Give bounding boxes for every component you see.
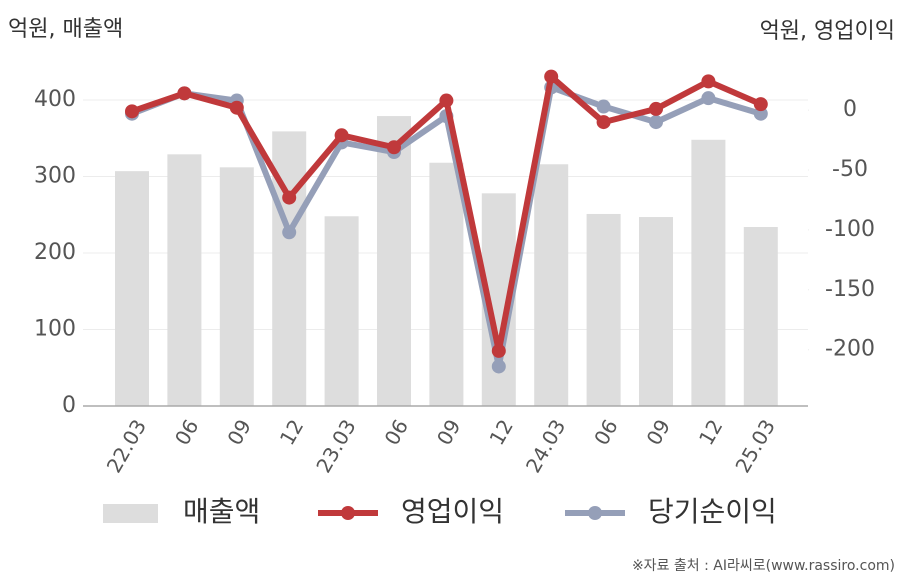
y-tick-label: 0 xyxy=(62,393,76,418)
point xyxy=(491,343,506,358)
legend-label: 당기순이익 xyxy=(648,495,777,528)
y2-axis-label: 억원, 영업이익 xyxy=(760,19,895,44)
point xyxy=(753,97,768,112)
x-tick-label: 12 xyxy=(484,415,518,449)
bar xyxy=(115,171,149,406)
point xyxy=(282,225,297,240)
x-tick-label: 06 xyxy=(380,415,414,449)
point xyxy=(544,69,559,84)
legend-swatch xyxy=(103,504,158,523)
point xyxy=(649,101,663,116)
y-tick-label: 200 xyxy=(34,240,76,265)
x-tick-label: 06 xyxy=(589,415,623,449)
x-tick-label: 09 xyxy=(222,415,256,449)
y-tick-label: 300 xyxy=(34,164,76,189)
bar xyxy=(534,164,569,406)
x-tick-label: 23.03 xyxy=(311,415,360,477)
point xyxy=(282,190,297,205)
point xyxy=(125,104,139,119)
point xyxy=(649,115,663,130)
y-axis-label: 억원, 매출액 xyxy=(8,17,123,42)
x-tick-label: 09 xyxy=(432,415,466,449)
y2-tick-label: -200 xyxy=(825,337,875,362)
bar xyxy=(429,162,464,406)
point xyxy=(701,91,716,106)
x-tick-label: 24.03 xyxy=(521,415,570,477)
bar xyxy=(586,213,621,406)
y2-tick-label: 0 xyxy=(843,97,857,122)
y-tick-label: 100 xyxy=(34,317,76,342)
legend-label: 매출액 xyxy=(183,495,260,528)
point xyxy=(596,115,611,130)
bar xyxy=(377,116,411,406)
point xyxy=(491,359,506,374)
point xyxy=(334,128,349,143)
legend-label: 영업이익 xyxy=(401,495,504,528)
bar xyxy=(324,216,359,406)
x-tick-label: 12 xyxy=(694,415,728,449)
x-tick-label: 12 xyxy=(275,415,309,449)
point xyxy=(387,140,401,155)
point xyxy=(596,99,611,114)
legend-swatch xyxy=(588,506,602,520)
y2-tick-label: -100 xyxy=(825,217,875,242)
x-tick-label: 22.03 xyxy=(102,415,151,477)
legend: 매출액 영업이익 당기순이익 xyxy=(103,495,777,528)
point xyxy=(701,74,716,89)
bar xyxy=(691,139,726,406)
lines xyxy=(125,69,768,374)
y2-tick-label: -50 xyxy=(832,157,868,182)
bar xyxy=(743,226,778,406)
x-tick-label: 25.03 xyxy=(730,415,779,477)
bar xyxy=(219,167,254,406)
bar xyxy=(639,217,673,406)
x-tick-label: 09 xyxy=(642,415,676,449)
source: ※자료 출처 : AI라씨로(www.rassiro.com) xyxy=(632,558,895,574)
bars xyxy=(115,116,778,407)
point xyxy=(177,86,192,101)
y2-tick-label: -150 xyxy=(825,277,875,302)
x-tick-label: 06 xyxy=(170,415,204,449)
bar xyxy=(167,154,202,406)
point xyxy=(229,100,244,115)
legend-swatch xyxy=(341,506,355,520)
point xyxy=(753,106,768,121)
point xyxy=(439,93,454,108)
y-tick-label: 400 xyxy=(34,87,76,112)
